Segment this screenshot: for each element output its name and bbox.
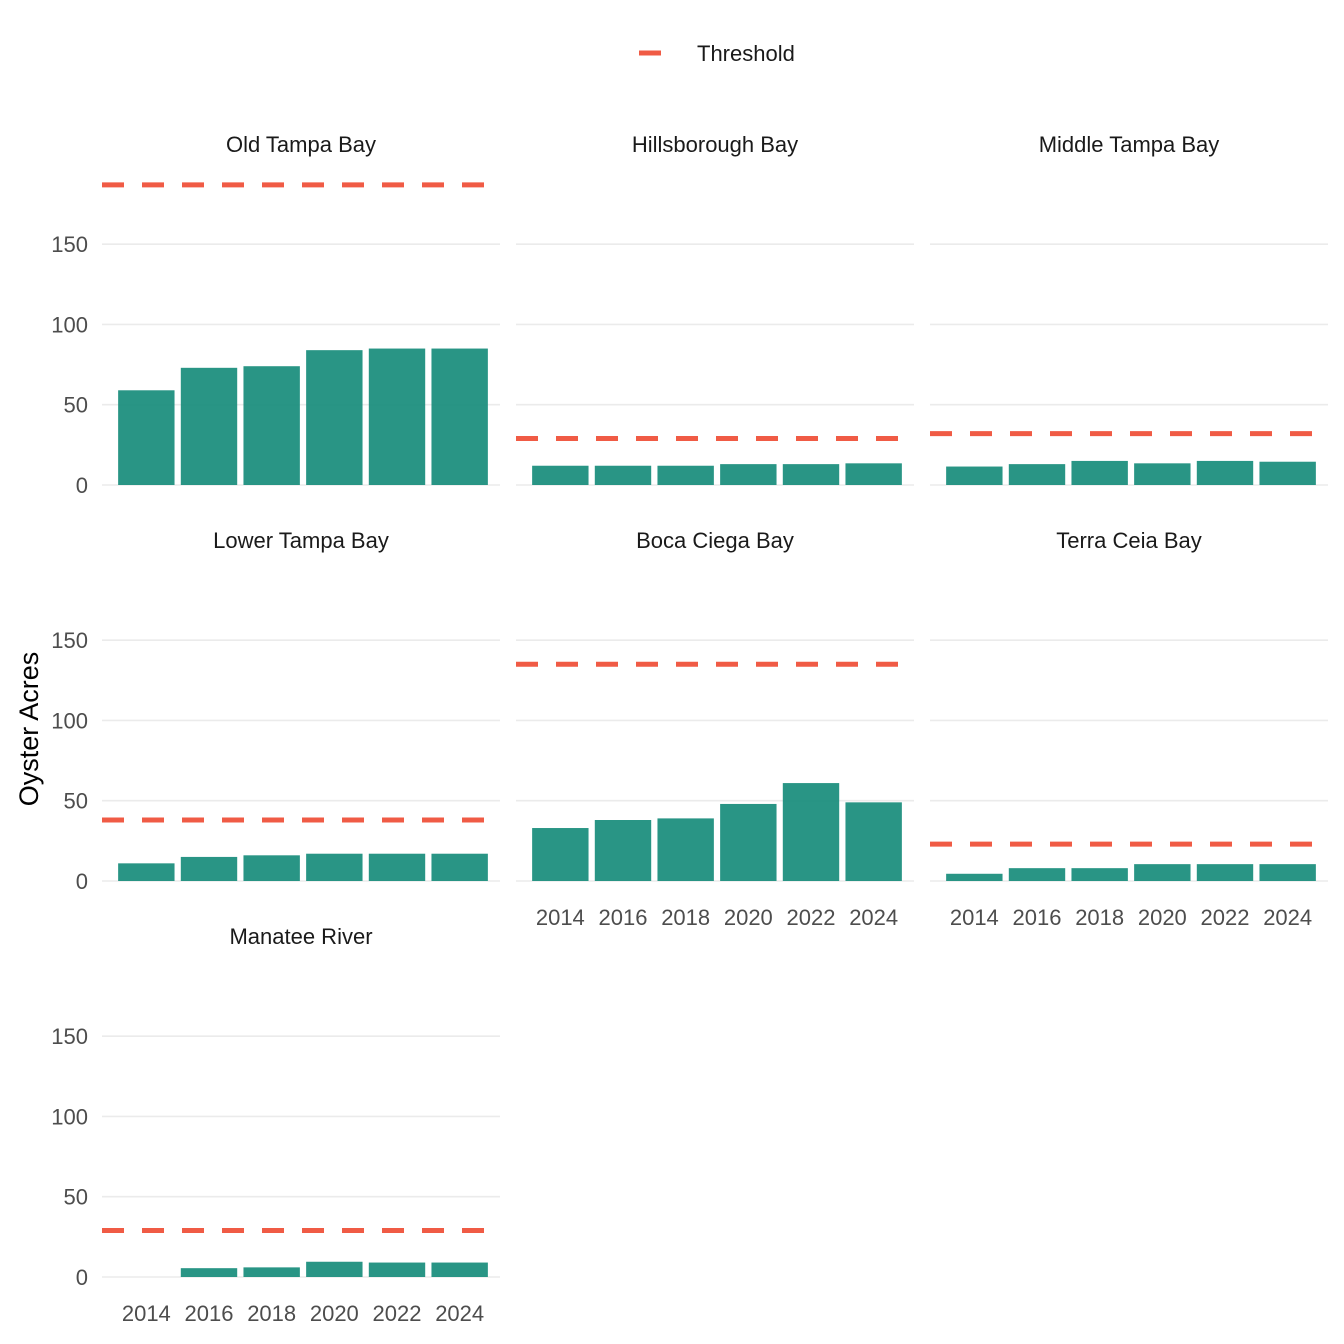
x-tick-label: 2018 xyxy=(247,1301,296,1326)
x-tick-label: 2018 xyxy=(661,905,710,930)
bar xyxy=(1259,461,1316,485)
bar xyxy=(431,853,488,881)
bar xyxy=(1071,868,1128,881)
y-tick-label: 50 xyxy=(64,1185,88,1210)
bar xyxy=(946,873,1003,881)
y-tick-label: 100 xyxy=(51,1104,88,1129)
y-tick-label: 50 xyxy=(64,789,88,814)
bar xyxy=(368,348,426,485)
x-tick-label: 2016 xyxy=(1013,905,1062,930)
x-tick-label: 2014 xyxy=(536,905,585,930)
x-tick-label: 2016 xyxy=(599,905,648,930)
x-tick-label: 2018 xyxy=(1075,905,1124,930)
legend-threshold-label: Threshold xyxy=(697,41,795,66)
x-tick-label: 2024 xyxy=(849,905,898,930)
y-tick-label: 0 xyxy=(76,869,88,894)
bar xyxy=(306,853,363,881)
bar xyxy=(118,390,175,485)
y-tick-label: 0 xyxy=(76,473,88,498)
facet-title: Middle Tampa Bay xyxy=(1039,132,1220,157)
facet-title: Old Tampa Bay xyxy=(226,132,376,157)
legend: Threshold xyxy=(639,41,795,66)
bar xyxy=(118,863,175,881)
x-tick-label: 2022 xyxy=(373,1301,422,1326)
bar xyxy=(431,348,488,485)
x-tick-label: 2020 xyxy=(724,905,773,930)
bar xyxy=(946,466,1003,485)
bar xyxy=(1008,868,1066,881)
bar xyxy=(720,803,777,881)
facet-panel: Lower Tampa Bay 0 50 100 150 xyxy=(51,528,500,894)
facet-title: Boca Ciega Bay xyxy=(636,528,794,553)
y-axis-label: Oyster Acres xyxy=(14,652,44,807)
bar xyxy=(657,818,714,881)
bar xyxy=(431,1262,488,1277)
bar xyxy=(845,802,902,881)
y-tick-label: 100 xyxy=(51,708,88,733)
bar xyxy=(845,463,902,485)
bar xyxy=(368,1262,426,1277)
facet-panel: Terra Ceia Bay 2014 2016 2018 2020 2022 2024 xyxy=(930,528,1328,930)
x-tick-label: 2020 xyxy=(310,1301,359,1326)
bar xyxy=(1196,864,1254,881)
x-tick-label: 2016 xyxy=(185,1301,234,1326)
bar xyxy=(1071,460,1128,485)
facet-title: Hillsborough Bay xyxy=(632,132,798,157)
bar xyxy=(1196,460,1254,485)
facet-panel: Old Tampa Bay 0 50 100 150 xyxy=(51,132,500,498)
bar xyxy=(1134,864,1191,881)
x-tick-label: 2020 xyxy=(1138,905,1187,930)
bar xyxy=(306,350,363,485)
y-tick-label: 150 xyxy=(51,628,88,653)
y-tick-label: 150 xyxy=(51,1024,88,1049)
facet-panel: Hillsborough Bay xyxy=(516,132,914,486)
x-tick-label: 2022 xyxy=(1201,905,1250,930)
y-tick-label: 100 xyxy=(51,312,88,337)
bar xyxy=(180,367,238,485)
y-tick-label: 50 xyxy=(64,393,88,418)
bar xyxy=(243,1267,300,1277)
facet-panel: Manatee River 0 50 100 150 2014 2016 2018 2020 20… xyxy=(51,924,500,1326)
x-tick-label: 2014 xyxy=(122,1301,171,1326)
bar xyxy=(1008,464,1066,485)
y-tick-label: 150 xyxy=(51,232,88,257)
bar xyxy=(720,464,777,485)
bar xyxy=(1134,463,1191,485)
bar xyxy=(594,820,652,881)
bar xyxy=(532,828,589,881)
bar xyxy=(782,464,840,485)
bar xyxy=(180,856,238,881)
bar xyxy=(657,465,714,485)
bar xyxy=(368,853,426,881)
x-tick-label: 2024 xyxy=(435,1301,484,1326)
facet-panels: Old Tampa Bay 0 50 100 150 Hillsborough Bay Mi… xyxy=(51,132,1328,1326)
bar xyxy=(594,465,652,485)
y-tick-label: 0 xyxy=(76,1265,88,1290)
x-tick-label: 2024 xyxy=(1263,905,1312,930)
facet-panel: Boca Ciega Bay 2014 2016 2018 2020 2022 2024 xyxy=(516,528,914,930)
bar xyxy=(1259,864,1316,881)
bar xyxy=(782,783,840,881)
facet-title: Terra Ceia Bay xyxy=(1056,528,1202,553)
facet-title: Lower Tampa Bay xyxy=(213,528,389,553)
bar xyxy=(306,1261,363,1277)
facet-title: Manatee River xyxy=(229,924,372,949)
bar xyxy=(180,1268,238,1277)
bar xyxy=(532,465,589,485)
bar xyxy=(243,366,300,485)
x-tick-label: 2022 xyxy=(787,905,836,930)
facet-panel: Middle Tampa Bay xyxy=(930,132,1328,486)
x-tick-label: 2014 xyxy=(950,905,999,930)
bar xyxy=(243,855,300,881)
